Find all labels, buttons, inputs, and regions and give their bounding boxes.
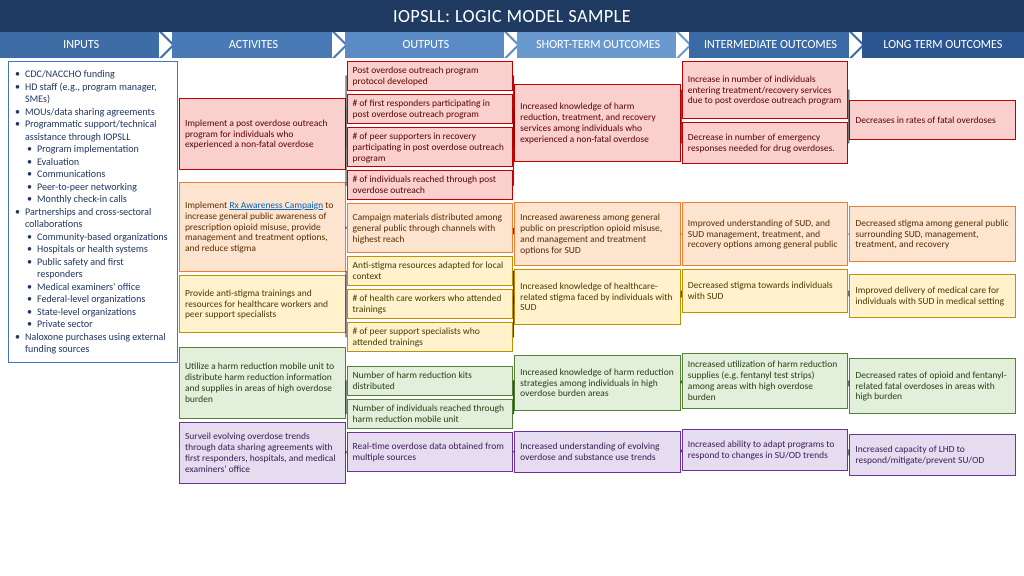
col-outputs: Post overdose outreach program protocol … (347, 61, 514, 484)
st-orange: Increased awareness among general public… (514, 202, 681, 266)
chev-outputs: OUTPUTS (345, 32, 507, 58)
inputs-item: Naloxone purchases using external fundin… (13, 331, 169, 356)
st-yellow: Increased knowledge of healthcare-relate… (514, 269, 681, 325)
int-yellow: Decreased stigma towards individuals wit… (682, 269, 849, 313)
lt-yellow: Improved delivery of medical care for in… (849, 274, 1016, 318)
chev-activities: ACTIVITES (172, 32, 334, 58)
out-yellow-2: # of peer support specialists who attend… (347, 322, 514, 352)
col-short: Increased knowledge of harm reduction, t… (514, 61, 681, 484)
lt-red: Decreases in rates of fatal overdoses (849, 100, 1016, 140)
inputs-item: Programmatic support/technical assistanc… (13, 118, 169, 206)
int-red-0: Increase in number of individuals enteri… (682, 61, 849, 119)
out-orange-0: Campaign materials distributed among gen… (347, 203, 514, 253)
inputs-subitem: Program implementation (25, 143, 169, 156)
chev-inter: INTERMEDIATE OUTCOMES (689, 32, 851, 58)
st-purple: Increased understanding of evolving over… (514, 431, 681, 473)
out-red-2: # of peer supporters in recovery partici… (347, 127, 514, 168)
chev-short: SHORT-TERM OUTCOMES (517, 32, 679, 58)
col-activities: Implement a post overdose outreach progr… (179, 61, 346, 484)
inputs-item: HD staff (e.g., program manager, SMEs) (13, 81, 169, 106)
int-green: Increased utilization of harm reduction … (682, 353, 849, 409)
inputs-item: Partnerships and cross-sectoral collabor… (13, 206, 169, 331)
chev-inputs: INPUTS (0, 32, 162, 58)
lt-orange: Decreased stigma among general public su… (849, 206, 1016, 262)
out-purple-0: Real-time overdose data obtained from mu… (347, 432, 514, 472)
out-yellow-0: Anti-stigma resources adapted for local … (347, 256, 514, 286)
out-red-1: # of first responders participating in p… (347, 94, 514, 124)
page-title: IOPSLL: LOGIC MODEL SAMPLE (0, 0, 1024, 32)
inputs-subitem: Monthly check-in calls (25, 193, 169, 206)
st-red: Increased knowledge of harm reduction, t… (514, 84, 681, 162)
act-orange: Implement Rx Awareness Campaign to incre… (179, 182, 346, 272)
out-green-1: Number of individuals reached through ha… (347, 399, 514, 429)
inputs-subitem: Communications (25, 168, 169, 181)
act-green: Utilize a harm reduction mobile unit to … (179, 347, 346, 419)
chev-long: LONG TERM OUTCOMES (862, 32, 1024, 58)
int-red-1: Decrease in number of emergency response… (682, 122, 849, 164)
inputs-box: CDC/NACCHO fundingHD staff (e.g., progra… (8, 61, 178, 363)
act-purple: Surveil evolving overdose trends through… (179, 422, 346, 484)
lt-green: Decreased rates of opioid and fentanyl-r… (849, 358, 1016, 414)
inputs-subitem: Hospitals or health systems (25, 243, 169, 256)
act-yellow: Provide anti-stigma trainings and resour… (179, 275, 346, 333)
col-long: Decreases in rates of fatal overdoses De… (849, 61, 1016, 484)
col-inter: Increase in number of individuals enteri… (682, 61, 849, 484)
col-inputs: CDC/NACCHO fundingHD staff (e.g., progra… (8, 61, 178, 484)
out-green-0: Number of harm reduction kits distribute… (347, 366, 514, 396)
out-red-3: # of individuals reached through post ov… (347, 170, 514, 200)
act-red: Implement a post overdose outreach progr… (179, 98, 346, 170)
inputs-item: CDC/NACCHO funding (13, 68, 169, 81)
int-orange: Improved understanding of SUD, and SUD m… (682, 202, 849, 266)
header-chevrons: INPUTS ACTIVITES OUTPUTS SHORT-TERM OUTC… (0, 32, 1024, 58)
inputs-subitem: Federal-level organizations (25, 293, 169, 306)
lt-purple: Increased capacity of LHD to respond/mit… (849, 434, 1016, 476)
inputs-subitem: Private sector (25, 318, 169, 331)
int-purple: Increased ability to adapt programs to r… (682, 429, 849, 471)
out-red-0: Post overdose outreach program protocol … (347, 61, 514, 91)
out-yellow-1: # of health care workers who attended tr… (347, 289, 514, 319)
st-green: Increased knowledge of harm reduction st… (514, 355, 681, 411)
inputs-subitem: Public safety and first responders (25, 256, 169, 281)
main-grid: CDC/NACCHO fundingHD staff (e.g., progra… (0, 61, 1024, 484)
